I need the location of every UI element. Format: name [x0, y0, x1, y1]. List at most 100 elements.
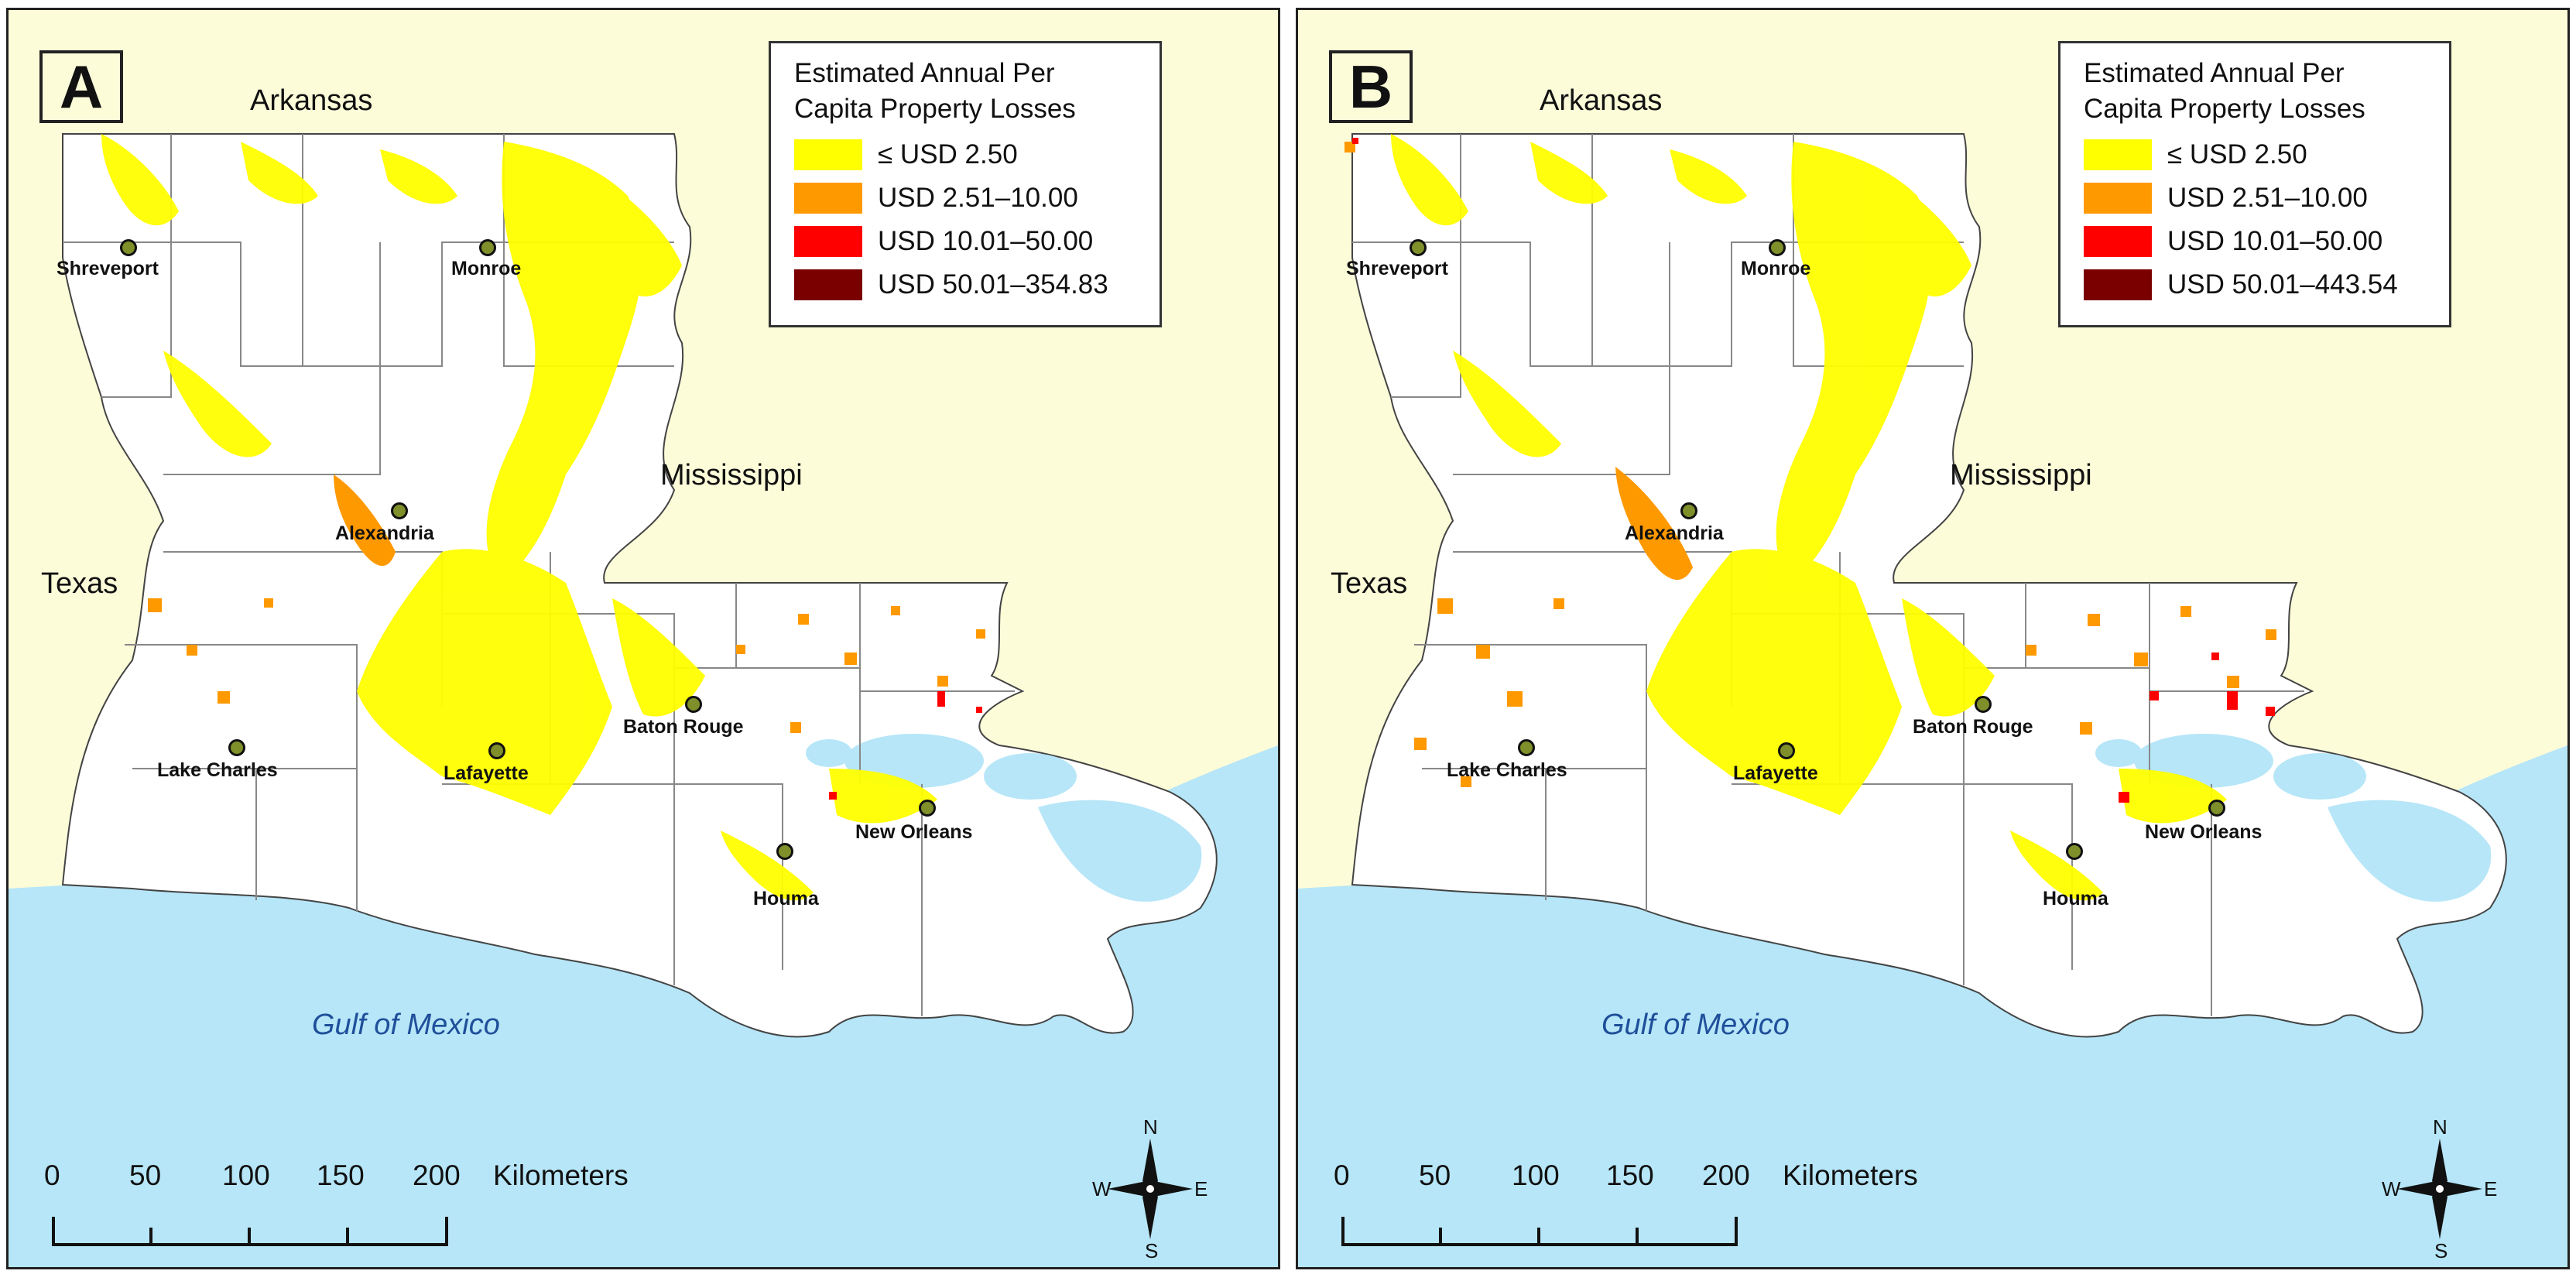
city-marker [2208, 800, 2225, 817]
legend-label: ≤ USD 2.50 [2167, 139, 2307, 170]
lake-borgne [984, 753, 1077, 800]
compass-n: N [1143, 1115, 1158, 1139]
state-label-arkansas: Arkansas [1540, 84, 1663, 117]
city-label-lake-charles: Lake Charles [1447, 759, 1567, 781]
compass-s: S [2434, 1239, 2448, 1262]
legend-swatch-mid [794, 183, 862, 214]
city-marker [1410, 239, 1427, 256]
city-marker [120, 239, 137, 256]
scale-tick-label: 0 [44, 1159, 60, 1191]
city-label-houma: Houma [2043, 888, 2108, 909]
north-arrow: N S W E [1092, 1115, 1208, 1262]
legend-swatch-low [794, 139, 862, 170]
scale-bar [52, 1217, 448, 1246]
panel-letter: B [1329, 50, 1413, 123]
north-arrow: N S W E [2382, 1115, 2498, 1262]
legend-swatch-high [2084, 226, 2152, 257]
compass-e: E [2484, 1177, 2498, 1201]
loss-high-zones [1352, 138, 2275, 803]
lake-borgne [2273, 753, 2366, 800]
legend-swatch-extreme [794, 269, 862, 300]
legend-title-line2: Capita Property Losses [2084, 94, 2365, 124]
city-label-lake-charles: Lake Charles [157, 759, 278, 781]
compass-rose-icon [1108, 1139, 1193, 1239]
scale-unit-label: Kilometers [493, 1159, 629, 1191]
map-panel-a: A Arkansas Mississippi Texas Gulf of Mex… [6, 8, 1280, 1269]
loss-low-zones [101, 134, 937, 901]
scale-tick-label: 0 [1334, 1159, 1350, 1191]
city-marker [1769, 239, 1786, 256]
legend-item: USD 50.01–443.54 [2084, 263, 2432, 307]
legend-label: USD 10.01–50.00 [2167, 226, 2383, 256]
scale-tick-label: 150 [1606, 1159, 1654, 1191]
water-label-gulf: Gulf of Mexico [1601, 1009, 1790, 1041]
water-label-gulf: Gulf of Mexico [312, 1009, 500, 1041]
city-label-shreveport: Shreveport [1346, 258, 1448, 279]
city-label-baton-rouge: Baton Rouge [1913, 716, 2033, 738]
city-marker [391, 502, 408, 519]
legend-title-line2: Capita Property Losses [794, 94, 1076, 124]
scale-tick-label: 150 [317, 1159, 365, 1191]
legend-swatch-extreme [2084, 269, 2152, 300]
legend-title-line1: Estimated Annual Per [2084, 58, 2345, 88]
city-marker [1975, 696, 1992, 713]
lake-maurepas [2095, 739, 2142, 767]
legend-swatch-mid [2084, 183, 2152, 214]
legend-label: USD 2.51–10.00 [2167, 183, 2368, 213]
city-label-new-orleans: New Orleans [855, 821, 973, 843]
legend-swatch-high [794, 226, 862, 257]
map-panel-b: B Arkansas Mississippi Texas Gulf of Mex… [1296, 8, 2570, 1269]
scale-tick-label: 200 [413, 1159, 461, 1191]
coastal-marsh [1038, 800, 1202, 902]
gulf-water [1298, 745, 2567, 1267]
compass-e: E [1194, 1177, 1208, 1201]
city-label-lafayette: Lafayette [1733, 762, 1818, 784]
city-marker [776, 843, 793, 860]
loss-mid-zones [1345, 142, 2276, 787]
legend: Estimated Annual Per Capita Property Los… [2058, 41, 2451, 327]
legend-item: USD 10.01–50.00 [2084, 220, 2432, 263]
legend-item: ≤ USD 2.50 [2084, 133, 2432, 176]
city-label-new-orleans: New Orleans [2145, 821, 2263, 843]
city-label-baton-rouge: Baton Rouge [623, 716, 744, 738]
scale-tick-label: 100 [1512, 1159, 1560, 1191]
city-marker [2066, 843, 2083, 860]
loss-high-zones [829, 691, 982, 800]
state-label-arkansas: Arkansas [250, 84, 373, 117]
coastal-marsh [2328, 800, 2492, 902]
scale-labels: 0 50 100 150 200 Kilometers [43, 1159, 739, 1198]
legend: Estimated Annual Per Capita Property Los… [769, 41, 1162, 327]
city-label-shreveport: Shreveport [57, 258, 159, 279]
compass-rose-icon [2397, 1139, 2482, 1239]
city-marker [919, 800, 936, 817]
legend-label: USD 10.01–50.00 [878, 226, 1094, 256]
city-label-alexandria: Alexandria [1625, 522, 1724, 544]
panel-letter: A [39, 50, 123, 123]
city-marker [685, 696, 702, 713]
legend-item: USD 2.51–10.00 [2084, 176, 2432, 220]
city-label-alexandria: Alexandria [335, 522, 434, 544]
scale-tick-label: 50 [129, 1159, 162, 1191]
loss-low-zones [1391, 134, 2227, 901]
compass-n: N [2433, 1115, 2448, 1139]
legend-item: USD 10.01–50.00 [794, 220, 1142, 263]
legend-label: USD 2.51–10.00 [878, 183, 1078, 213]
compass-s: S [1145, 1239, 1159, 1262]
city-label-houma: Houma [753, 888, 819, 909]
city-label-lafayette: Lafayette [444, 762, 529, 784]
compass-w: W [2382, 1177, 2401, 1201]
legend-item: ≤ USD 2.50 [794, 133, 1142, 176]
legend-item: USD 50.01–354.83 [794, 263, 1142, 307]
legend-title-line1: Estimated Annual Per [794, 58, 1055, 88]
legend-label: USD 50.01–354.83 [878, 269, 1108, 300]
city-marker [1778, 742, 1795, 759]
scale-tick-label: 100 [222, 1159, 270, 1191]
scale-tick-label: 50 [1419, 1159, 1451, 1191]
scale-labels: 0 50 100 150 200 Kilometers [1332, 1159, 2029, 1198]
state-label-texas: Texas [41, 567, 118, 600]
state-label-mississippi: Mississippi [660, 459, 803, 492]
state-label-mississippi: Mississippi [1950, 459, 2092, 492]
legend-label: ≤ USD 2.50 [878, 139, 1018, 170]
city-marker [479, 239, 496, 256]
city-marker [1680, 502, 1697, 519]
